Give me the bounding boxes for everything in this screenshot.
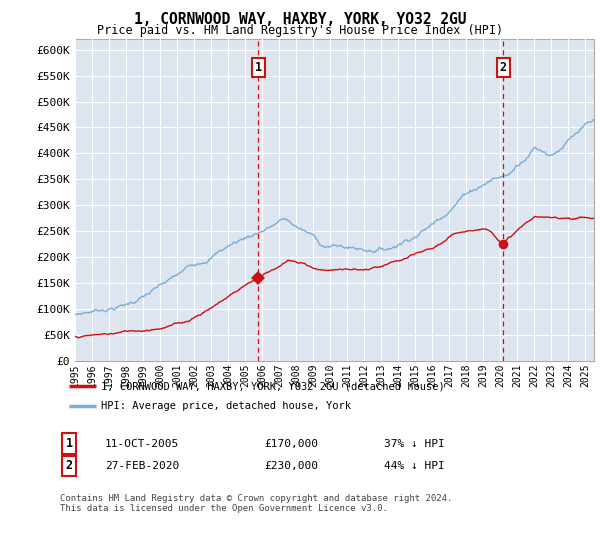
Text: Contains HM Land Registry data © Crown copyright and database right 2024.
This d: Contains HM Land Registry data © Crown c…	[60, 494, 452, 514]
Text: 1, CORNWOOD WAY, HAXBY, YORK, YO32 2GU: 1, CORNWOOD WAY, HAXBY, YORK, YO32 2GU	[134, 12, 466, 27]
Text: 2: 2	[65, 459, 73, 473]
Text: £230,000: £230,000	[264, 461, 318, 471]
Text: 11-OCT-2005: 11-OCT-2005	[105, 438, 179, 449]
Text: 27-FEB-2020: 27-FEB-2020	[105, 461, 179, 471]
Text: 2: 2	[500, 61, 506, 74]
Text: £170,000: £170,000	[264, 438, 318, 449]
Text: HPI: Average price, detached house, York: HPI: Average price, detached house, York	[101, 401, 351, 411]
Text: 1, CORNWOOD WAY, HAXBY, YORK, YO32 2GU (detached house): 1, CORNWOOD WAY, HAXBY, YORK, YO32 2GU (…	[101, 381, 445, 391]
Text: 44% ↓ HPI: 44% ↓ HPI	[384, 461, 445, 471]
Text: 37% ↓ HPI: 37% ↓ HPI	[384, 438, 445, 449]
Text: Price paid vs. HM Land Registry's House Price Index (HPI): Price paid vs. HM Land Registry's House …	[97, 24, 503, 37]
Text: 1: 1	[255, 61, 262, 74]
Text: 1: 1	[65, 437, 73, 450]
